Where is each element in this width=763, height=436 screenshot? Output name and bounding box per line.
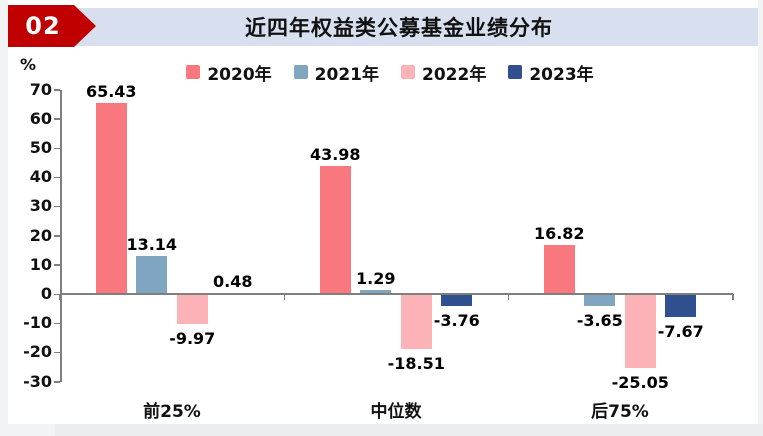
y-axis-tick bbox=[54, 322, 60, 325]
legend-item-2022年: 2022年 bbox=[401, 60, 486, 85]
legend-label: 2023年 bbox=[529, 64, 594, 85]
legend-item-2021年: 2021年 bbox=[293, 60, 379, 85]
category-label-后75%: 后75% bbox=[591, 402, 649, 422]
y-axis-tick bbox=[54, 118, 60, 120]
y-axis-tick-label: 20 bbox=[29, 225, 52, 245]
value-label: 16.82 bbox=[533, 223, 585, 243]
legend-swatch bbox=[186, 65, 201, 79]
y-axis-unit-label: % bbox=[20, 55, 37, 74]
bar-2020年-后75% bbox=[543, 244, 575, 294]
bar-2023年-中位数 bbox=[441, 295, 473, 306]
bar-2022年-中位数 bbox=[400, 295, 432, 350]
x-axis-tick bbox=[283, 294, 286, 300]
y-axis-tick-label: 10 bbox=[29, 254, 52, 274]
x-axis-tick bbox=[732, 294, 734, 300]
value-label: 13.14 bbox=[126, 234, 178, 254]
y-axis-tick-label: -10 bbox=[23, 313, 52, 333]
value-label: -18.51 bbox=[387, 354, 445, 374]
legend-swatch bbox=[293, 65, 308, 79]
category-label-前25%: 前25% bbox=[143, 402, 201, 422]
y-axis-tick bbox=[54, 176, 60, 179]
value-label: -25.05 bbox=[611, 373, 669, 393]
chart-legend: 2020年 2021年 2022年 2023年 bbox=[40, 60, 740, 85]
y-axis-tick-label: 70 bbox=[29, 79, 52, 99]
value-label: 1.29 bbox=[356, 269, 396, 289]
value-label: -3.76 bbox=[433, 310, 480, 330]
legend-item-2020年: 2020年 bbox=[186, 60, 272, 85]
x-axis-line bbox=[60, 293, 733, 295]
y-axis-tick-label: -30 bbox=[23, 371, 52, 391]
value-label: -3.65 bbox=[576, 310, 623, 330]
category-label-中位数: 中位数 bbox=[370, 402, 422, 422]
legend-swatch bbox=[508, 65, 523, 79]
y-axis-tick-label: 50 bbox=[29, 138, 52, 157]
legend-swatch bbox=[401, 65, 415, 79]
value-label: 65.43 bbox=[85, 81, 137, 101]
bar-2021年-前25% bbox=[136, 255, 168, 294]
value-label: -7.67 bbox=[657, 322, 704, 342]
y-axis-tick-label: 40 bbox=[29, 167, 52, 187]
y-axis-tick bbox=[54, 205, 60, 208]
value-label: -9.97 bbox=[169, 329, 216, 349]
y-axis-tick-label: -20 bbox=[23, 342, 52, 362]
bar-2022年-前25% bbox=[176, 295, 208, 325]
bottom-strip bbox=[55, 424, 763, 436]
y-axis-tick bbox=[54, 264, 60, 266]
legend-label: 2022年 bbox=[422, 64, 487, 85]
legend-label: 2021年 bbox=[314, 64, 379, 85]
bar-2022年-后75% bbox=[624, 295, 656, 369]
legend-label: 2020年 bbox=[207, 64, 272, 85]
y-axis-tick bbox=[54, 89, 60, 91]
section-number: 02 bbox=[25, 12, 61, 40]
y-axis-tick bbox=[54, 351, 60, 354]
bar-2020年-中位数 bbox=[319, 165, 351, 294]
legend-item-2023年: 2023年 bbox=[508, 60, 594, 85]
y-axis-tick bbox=[54, 147, 60, 149]
value-label: 0.48 bbox=[213, 271, 253, 291]
bar-2020年-前25% bbox=[95, 102, 127, 294]
x-axis-tick bbox=[507, 294, 510, 300]
y-axis-tick-label: 30 bbox=[29, 196, 52, 216]
y-axis-tick bbox=[54, 381, 60, 383]
bar-2021年-后75% bbox=[584, 295, 616, 306]
y-axis-tick-label: 0 bbox=[40, 284, 52, 303]
y-axis-tick-label: 60 bbox=[29, 108, 52, 128]
y-axis-tick bbox=[54, 235, 60, 237]
y-axis-tick bbox=[54, 293, 60, 295]
y-axis-line bbox=[60, 89, 62, 382]
bar-2021年-中位数 bbox=[360, 290, 392, 294]
value-label: 43.98 bbox=[309, 144, 361, 164]
page-title: 近四年权益类公募基金业绩分布 bbox=[245, 16, 553, 40]
bar-2023年-后75% bbox=[665, 295, 697, 318]
title-banner: 近四年权益类公募基金业绩分布 bbox=[40, 8, 758, 46]
